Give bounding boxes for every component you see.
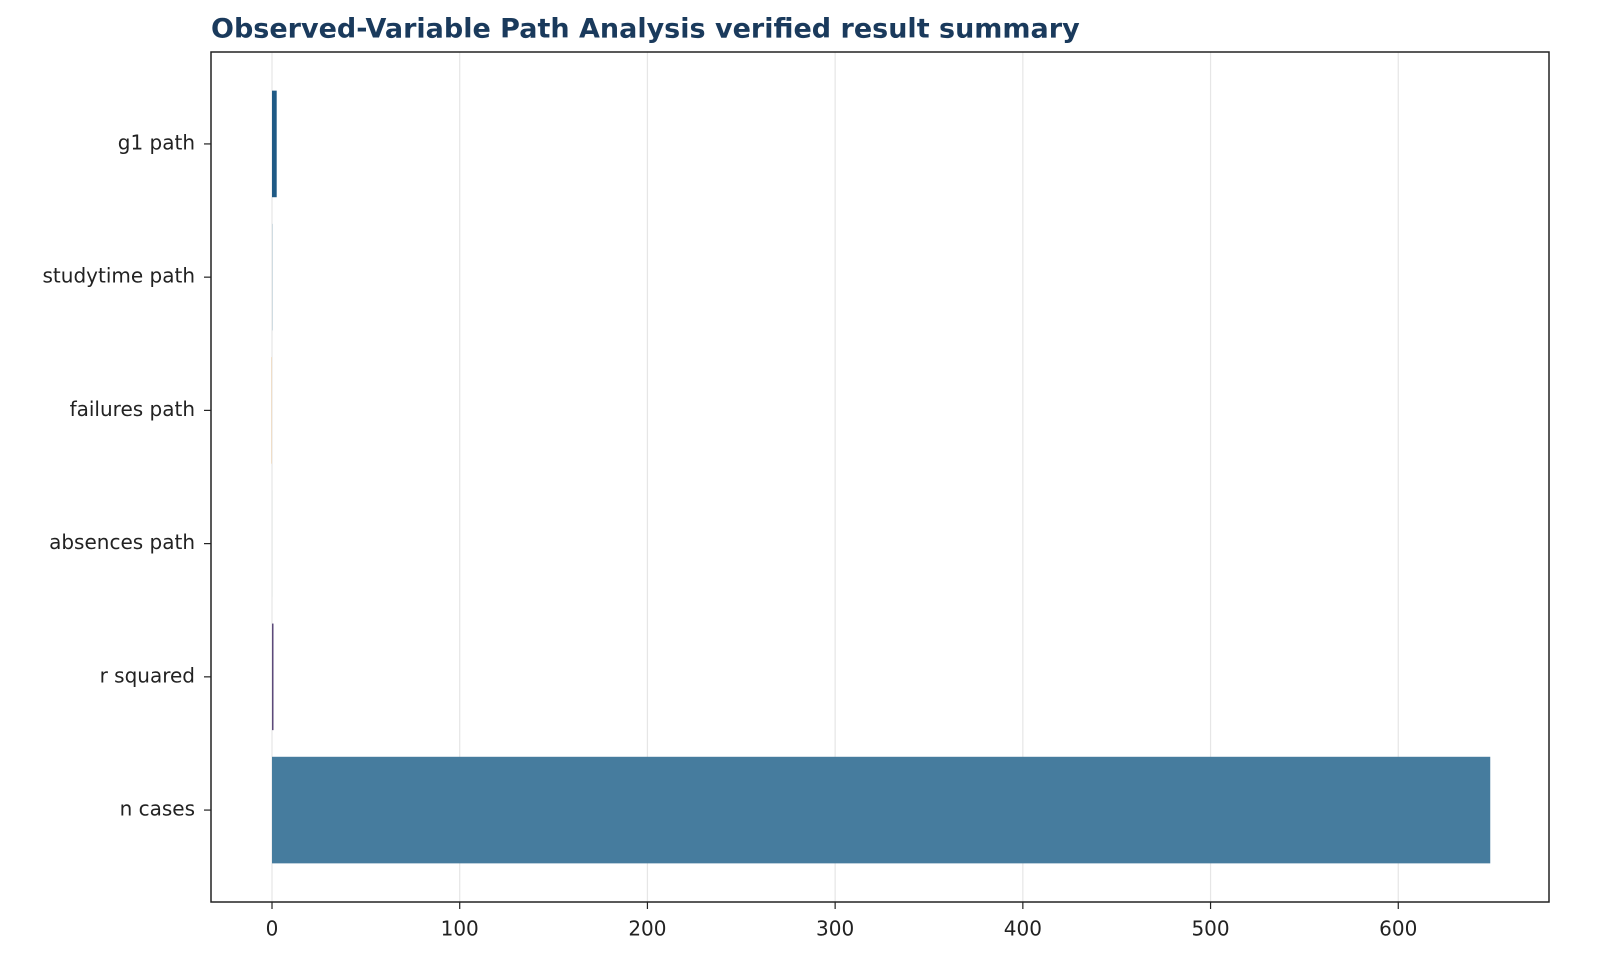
y-tick-label: g1 path: [118, 130, 195, 154]
y-tick-label: r squared: [100, 663, 195, 687]
bar: [271, 357, 273, 464]
y-tick-label: failures path: [70, 397, 195, 421]
chart-title: Observed-Variable Path Analysis verified…: [211, 14, 1080, 45]
y-tick-label: absences path: [49, 530, 195, 554]
x-tick-label: 500: [1191, 917, 1229, 941]
x-tick-label: 0: [266, 917, 279, 941]
x-tick-label: 600: [1379, 917, 1417, 941]
bar: [272, 90, 277, 198]
y-tick-label: studytime path: [43, 264, 195, 288]
x-tick-label: 100: [441, 917, 479, 941]
bar: [272, 756, 1491, 864]
x-tick-label: 300: [816, 917, 854, 941]
y-tick-label: n cases: [120, 797, 195, 821]
x-tick-label: 400: [1004, 917, 1042, 941]
bar: [272, 623, 274, 731]
plot-frame: [210, 51, 1550, 903]
x-tick-label: 200: [628, 917, 666, 941]
